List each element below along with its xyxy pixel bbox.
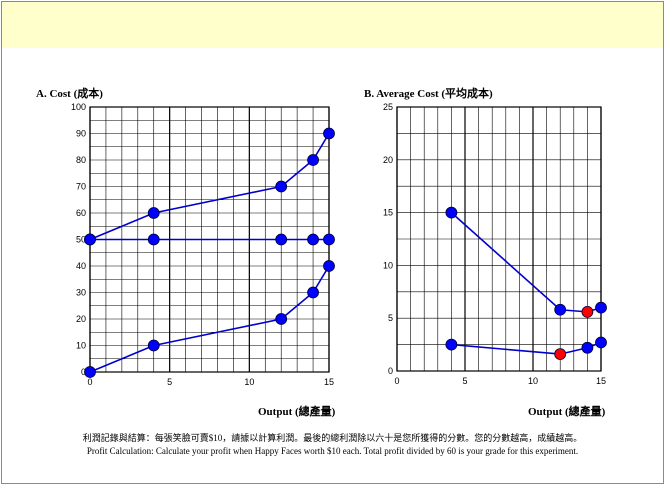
chart-a-y-tick-label: 60 xyxy=(76,208,86,218)
chart-b-series-2-point xyxy=(445,338,458,351)
footer-note-english: Profit Calculation: Calculate your profi… xyxy=(86,446,579,456)
chart-a-y-tick-label: 70 xyxy=(76,182,86,192)
chart-a-y-tick-label: 0 xyxy=(81,367,86,377)
chart-b-x-tick-label: 15 xyxy=(596,376,606,386)
chart-b-series-1-point-highlight xyxy=(581,305,594,318)
chart-a-series-3-point xyxy=(323,260,335,272)
chart-a-series-1-point xyxy=(323,127,335,140)
chart-b-y-tick-label: 15 xyxy=(383,208,393,218)
chart-a-series-1-point xyxy=(307,154,319,166)
chart-b: 0 5 10 15 0 5 10 15 20 25 xyxy=(383,102,607,386)
chart-a-x-tick-label: 5 xyxy=(167,377,172,387)
chart-a-y-tick-label: 100 xyxy=(71,102,86,112)
chart-a-series-1-point xyxy=(147,207,160,219)
chart-a-series-2-point xyxy=(307,233,319,246)
chart-b-y-tick-label: 0 xyxy=(388,366,393,376)
chart-b-x-tick-label: 0 xyxy=(394,376,399,386)
chart-a-x-tick-label: 0 xyxy=(87,377,92,387)
chart-a-series-3-point xyxy=(84,366,96,378)
chart-a-y-tick-label: 80 xyxy=(76,155,86,165)
chart-a-series-2-point xyxy=(147,233,160,246)
chart-a-series-2-point xyxy=(323,233,335,246)
chart-a-series-3-point xyxy=(275,313,288,325)
chart-a: 0 5 10 15 0 10 20 30 40 50 60 70 80 90 100 xyxy=(71,102,335,387)
chart-b-x-tick-label: 10 xyxy=(528,376,538,386)
chart-b-y-tick-label: 25 xyxy=(383,102,393,112)
chart-a-y-tick-label: 50 xyxy=(76,235,86,245)
chart-a-xlabel: Output (總產量) xyxy=(258,406,336,418)
chart-b-series-1-point xyxy=(554,303,567,316)
chart-b-x-tick-label: 5 xyxy=(462,376,467,386)
chart-a-y-tick-label: 90 xyxy=(76,129,86,139)
chart-a-y-tick-label: 10 xyxy=(76,341,86,351)
chart-a-series-1-point xyxy=(275,180,288,193)
chart-b-plot-frame xyxy=(396,106,602,372)
chart-b-series-2-point xyxy=(595,336,607,349)
chart-a-title: A. Cost (成本) xyxy=(36,88,103,100)
chart-a-series-2-point xyxy=(84,233,96,246)
chart-a-series-3-point xyxy=(147,339,160,352)
chart-b-title: B. Average Cost (平均成本) xyxy=(364,88,493,100)
chart-b-series-2-point-highlight xyxy=(554,348,567,361)
chart-b-xlabel: Output (總產量) xyxy=(528,406,606,418)
chart-a-y-tick-label: 20 xyxy=(76,314,86,324)
chart-b-y-tick-label: 20 xyxy=(383,155,393,165)
chart-b-series-1-point xyxy=(595,301,607,314)
chart-b-series-1-point xyxy=(445,206,458,219)
chart-a-series-3-point xyxy=(307,286,319,299)
chart-a-x-tick-label: 15 xyxy=(324,377,334,387)
footer-note-chinese: 利潤記錄與結算：每張笑臉可賣$10，請據以計算利潤。最後的總利潤除以六十是您所獲… xyxy=(82,433,583,443)
chart-a-y-tick-label: 40 xyxy=(76,261,86,271)
chart-a-y-tick-label: 30 xyxy=(76,288,86,298)
title-banner xyxy=(2,2,663,48)
chart-b-series-2-point xyxy=(581,341,594,354)
chart-b-series-2-line xyxy=(451,341,602,355)
chart-b-y-tick-label: 10 xyxy=(383,260,393,270)
chart-b-series-1-line xyxy=(450,212,602,313)
chart-a-series-2-point xyxy=(275,233,288,246)
chart-b-y-tick-label: 5 xyxy=(388,313,393,323)
chart-a-x-tick-label: 10 xyxy=(244,377,254,387)
